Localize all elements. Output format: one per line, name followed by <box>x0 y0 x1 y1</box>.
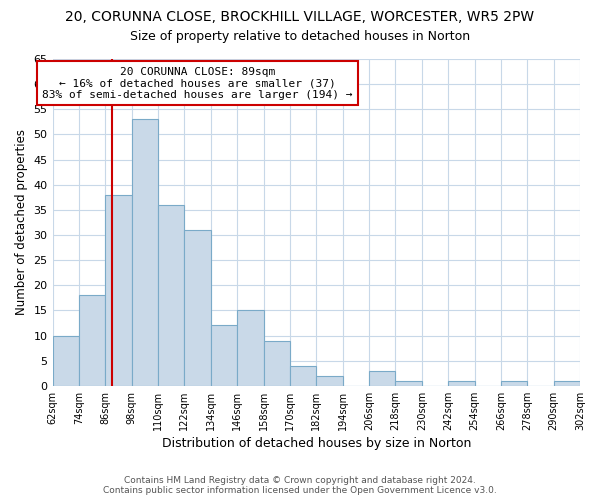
X-axis label: Distribution of detached houses by size in Norton: Distribution of detached houses by size … <box>161 437 471 450</box>
Bar <box>158 205 184 386</box>
Bar <box>237 310 263 386</box>
Bar <box>395 381 422 386</box>
Text: 20 CORUNNA CLOSE: 89sqm
← 16% of detached houses are smaller (37)
83% of semi-de: 20 CORUNNA CLOSE: 89sqm ← 16% of detache… <box>43 66 353 100</box>
Bar <box>290 366 316 386</box>
Bar <box>211 326 237 386</box>
Text: Contains HM Land Registry data © Crown copyright and database right 2024.
Contai: Contains HM Land Registry data © Crown c… <box>103 476 497 495</box>
Bar <box>316 376 343 386</box>
Bar <box>53 336 79 386</box>
Bar <box>448 381 475 386</box>
Bar <box>184 230 211 386</box>
Bar <box>369 370 395 386</box>
Text: Size of property relative to detached houses in Norton: Size of property relative to detached ho… <box>130 30 470 43</box>
Bar <box>554 381 580 386</box>
Y-axis label: Number of detached properties: Number of detached properties <box>15 130 28 316</box>
Text: 20, CORUNNA CLOSE, BROCKHILL VILLAGE, WORCESTER, WR5 2PW: 20, CORUNNA CLOSE, BROCKHILL VILLAGE, WO… <box>65 10 535 24</box>
Bar <box>263 340 290 386</box>
Bar <box>79 296 105 386</box>
Bar <box>501 381 527 386</box>
Bar <box>105 195 131 386</box>
Bar <box>131 120 158 386</box>
